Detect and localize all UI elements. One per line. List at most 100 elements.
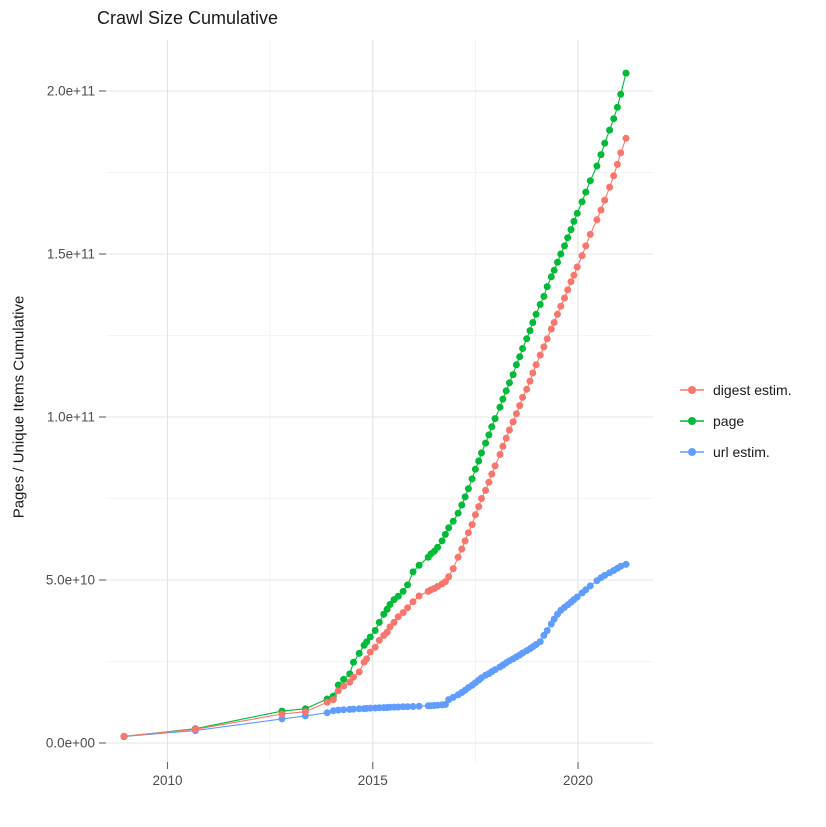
data-point (491, 415, 499, 423)
data-point (441, 701, 449, 708)
data-point (461, 493, 469, 501)
data-point (578, 198, 586, 206)
data-point (404, 703, 412, 711)
data-point (478, 449, 485, 457)
data-point (323, 698, 331, 706)
data-point (610, 172, 618, 180)
data-point (582, 242, 590, 250)
legend-key-point (688, 386, 696, 394)
x-tick-label: 2010 (152, 773, 182, 788)
y-tick-label: 1.0e+11 (47, 410, 95, 425)
data-point (613, 103, 621, 111)
data-point (519, 345, 527, 352)
chart-title: Crawl Size Cumulative (97, 8, 279, 28)
data-point (334, 687, 342, 695)
data-point (340, 706, 348, 714)
data-point (278, 710, 286, 718)
data-point (561, 294, 568, 302)
data-point (355, 649, 363, 657)
series-url (120, 560, 630, 740)
legend-key-icon (680, 448, 704, 456)
legend-key-icon (680, 417, 704, 425)
data-point (540, 631, 548, 639)
data-point (536, 301, 544, 308)
data-point (383, 628, 391, 636)
data-point (380, 610, 388, 618)
data-point (488, 423, 496, 431)
legend-item-page: page (679, 413, 792, 429)
y-tick-label: 2.0e+11 (47, 84, 95, 99)
data-point (550, 266, 558, 274)
data-point (371, 627, 379, 634)
data-point (526, 377, 534, 385)
data-point (475, 457, 483, 465)
y-tick-label: 5.0e+10 (46, 573, 95, 588)
data-point (458, 545, 466, 553)
legend-key-icon (680, 386, 704, 394)
y-tick-label: 1.5e+11 (47, 247, 95, 262)
data-point (399, 609, 407, 617)
data-point (409, 703, 417, 710)
data-point (622, 69, 630, 77)
data-point (570, 217, 578, 225)
data-point (120, 732, 128, 740)
data-point (573, 263, 581, 271)
data-point (366, 633, 374, 641)
data-point (340, 675, 348, 683)
data-point (586, 582, 594, 590)
data-point (386, 601, 394, 608)
data-point (491, 462, 499, 470)
data-point (554, 310, 561, 318)
x-tick-label: 2015 (358, 773, 388, 788)
data-point (578, 252, 586, 260)
data-point (516, 402, 524, 410)
data-point (496, 403, 504, 411)
data-point (586, 230, 594, 238)
data-point (610, 115, 618, 123)
data-point (532, 361, 540, 369)
data-point (519, 393, 527, 401)
data-point (543, 335, 551, 343)
data-point (409, 598, 417, 606)
data-point (334, 681, 342, 689)
data-point (606, 126, 614, 134)
data-point (478, 495, 485, 502)
data-point (438, 537, 446, 545)
data-point (371, 643, 379, 651)
data-point (461, 537, 469, 545)
data-point (606, 183, 614, 191)
data-point (613, 160, 621, 168)
data-point (329, 696, 337, 704)
data-point (386, 623, 394, 631)
data-point (499, 442, 507, 450)
data-point (366, 704, 374, 712)
data-point (536, 351, 544, 359)
data-point (557, 250, 565, 258)
data-point (475, 503, 483, 511)
data-point (471, 465, 479, 473)
data-point (526, 327, 534, 335)
data-point (499, 395, 507, 403)
data-point (593, 162, 601, 170)
data-point (449, 517, 457, 525)
data-point (363, 655, 371, 663)
y-tick-label: 0.0e+00 (46, 736, 95, 751)
data-point (547, 325, 555, 333)
data-point (622, 134, 630, 142)
data-point (573, 593, 581, 601)
data-point (323, 709, 331, 717)
data-point (191, 725, 199, 733)
data-point (355, 705, 363, 713)
data-point (404, 604, 412, 612)
data-point (516, 353, 524, 361)
data-point (415, 702, 423, 710)
data-point (464, 485, 472, 493)
data-point (550, 615, 558, 623)
data-point (350, 673, 357, 681)
data-point (561, 242, 568, 250)
data-point (449, 565, 457, 573)
data-point (529, 319, 537, 326)
data-point (573, 209, 581, 217)
data-point (488, 470, 496, 478)
